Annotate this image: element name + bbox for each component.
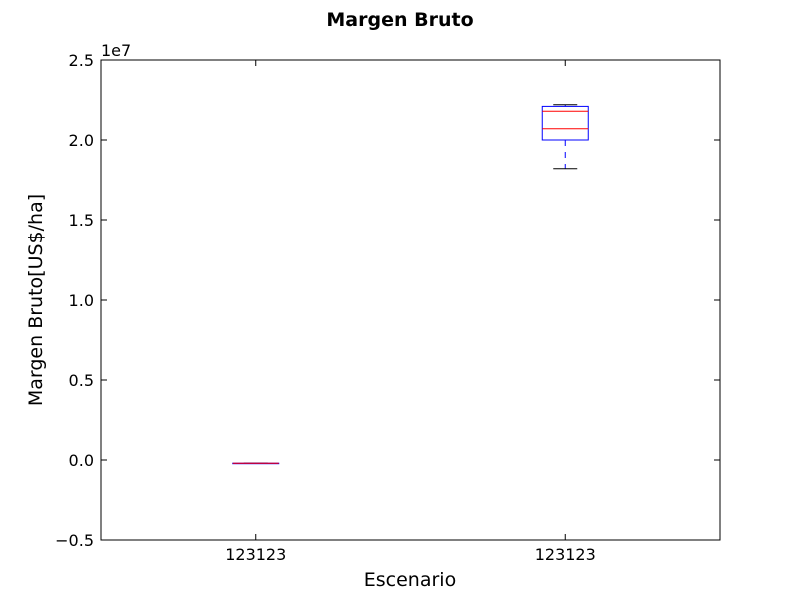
y-tick-label: −0.5	[55, 531, 94, 550]
boxes-group	[232, 104, 589, 465]
y-multiplier-label: 1e7	[101, 41, 131, 60]
y-tick-label: 0.5	[69, 371, 94, 390]
y-tick-label: 1.5	[69, 211, 94, 230]
y-tick-label: 1.0	[69, 291, 94, 310]
y-tick-label: 2.5	[69, 51, 94, 70]
plot-frame	[100, 59, 721, 541]
box-iqr	[541, 105, 589, 141]
x-axis-label: Escenario	[364, 569, 456, 591]
x-axis: 123123 123123	[225, 60, 596, 564]
box-1	[232, 462, 280, 465]
y-axis: −0.5 0.0 0.5 1.0 1.5 2.0 2.5	[55, 51, 720, 550]
y-tick-label: 2.0	[69, 131, 94, 150]
box-2	[541, 104, 589, 170]
x-tick-label: 123123	[225, 545, 286, 564]
chart-title: Margen Bruto	[326, 9, 473, 31]
y-tick-label: 0.0	[69, 451, 94, 470]
x-tick-label: 123123	[535, 545, 596, 564]
y-axis-label: Margen Bruto[US$/ha]	[25, 194, 47, 406]
